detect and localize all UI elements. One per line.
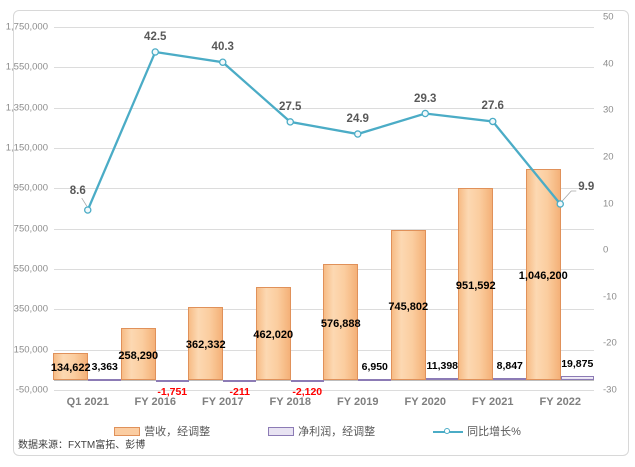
growth-line-label: 24.9 (346, 113, 369, 126)
left-axis-tick-label: 1,350,000 (5, 102, 48, 114)
net-profit-bar-label: 11,398 (426, 359, 459, 372)
revenue-bar (120, 327, 156, 380)
legend-item-net-profit: 净利润，经调整 (268, 423, 375, 439)
right-axis-tick-label: 40 (603, 58, 614, 70)
revenue-bar-label: 134,622 (50, 362, 91, 375)
revenue-bar (53, 352, 89, 380)
revenue-bar (255, 286, 291, 380)
category-label: Q1 2021 (66, 396, 109, 408)
net-profit-bar (560, 375, 594, 380)
left-axis-tick-label: 150,000 (13, 344, 48, 356)
category-label: FY 2021 (472, 396, 514, 408)
left-axis-tick-label: 1,550,000 (5, 61, 48, 73)
bar-orange-swatch-icon (114, 426, 141, 436)
right-axis-tick-label: 0 (603, 244, 609, 256)
left-axis-tick-label: 1,150,000 (5, 142, 48, 154)
right-axis-tick-label: -20 (603, 337, 617, 349)
category-label: FY 2019 (337, 396, 379, 408)
gridline (54, 148, 594, 149)
category-label: FY 2016 (134, 396, 176, 408)
left-axis-tick-label: 1,750,000 (5, 21, 48, 33)
growth-line-label: 27.5 (279, 100, 302, 113)
growth-line-label: 27.6 (481, 100, 504, 113)
growth-line-label: 9.9 (578, 180, 595, 193)
revenue-bar (390, 229, 426, 380)
gridline (54, 27, 594, 28)
net-profit-bar-label: -1,751 (157, 386, 188, 399)
net-profit-bar-label: -2,120 (292, 386, 323, 399)
gridline (54, 107, 594, 109)
growth-line-label: 8.6 (69, 185, 86, 198)
net-profit-bar (155, 379, 189, 382)
line-teal-swatch-icon (433, 427, 464, 436)
revenue-bar-label: 576,888 (320, 317, 361, 330)
left-axis-tick-label: -50,000 (15, 384, 48, 396)
revenue-bar-label: 258,290 (118, 349, 159, 362)
category-label: FY 2020 (404, 396, 446, 408)
net-profit-bar-label: 3,363 (91, 361, 118, 374)
left-axis-tick-label: 950,000 (13, 182, 48, 194)
right-axis-tick-label: 30 (603, 104, 614, 116)
growth-line-label: 29.3 (414, 92, 437, 105)
right-axis-tick-label: -10 (603, 291, 617, 303)
chart-legend: 营收，经调整 净利润，经调整 同比增长% (0, 423, 635, 439)
legend-label-net-profit: 净利润，经调整 (298, 426, 376, 438)
net-profit-bar (290, 379, 324, 382)
net-profit-bar (493, 378, 527, 381)
gridline (54, 228, 594, 230)
legend-item-growth: 同比增长% (433, 423, 521, 439)
net-profit-bar-label: -211 (229, 386, 250, 399)
right-axis-tick-label: -30 (603, 384, 617, 396)
net-profit-bar-label: 19,875 (561, 357, 594, 370)
legend-item-revenue: 营收，经调整 (114, 423, 210, 439)
bar-purple-swatch-icon (268, 426, 295, 436)
net-profit-bar (358, 378, 392, 381)
growth-line-label: 42.5 (144, 30, 167, 43)
revenue-bar-label: 462,020 (253, 329, 294, 342)
revenue-bar-label: 745,802 (388, 300, 429, 313)
left-axis-tick-label: 750,000 (13, 223, 48, 235)
left-axis-tick-label: 350,000 (13, 303, 48, 315)
legend-label-revenue: 营收，经调整 (144, 426, 211, 438)
revenue-bar (188, 306, 224, 380)
category-label: FY 2022 (539, 396, 581, 408)
category-label: FY 2018 (269, 396, 311, 408)
revenue-bar-label: 951,592 (455, 279, 496, 292)
source-note: 数据来源：FXTM富拓、彭博 (18, 440, 146, 451)
right-axis-tick-label: 20 (603, 151, 614, 163)
revenue-bar-label: 362,332 (185, 339, 226, 352)
growth-line-label: 40.3 (211, 41, 234, 54)
gridline (54, 188, 594, 190)
revenue-bar-label: 1,046,200 (518, 270, 568, 283)
revenue-bar (323, 263, 359, 380)
gridline (54, 390, 594, 391)
gridline (54, 67, 594, 69)
net-profit-bar-label: 6,950 (361, 360, 388, 373)
right-axis-tick-label: 10 (603, 198, 614, 209)
net-profit-bar-label: 8,847 (496, 360, 523, 373)
category-label: FY 2017 (202, 396, 244, 408)
right-axis-tick-label: 50 (603, 11, 614, 23)
net-profit-bar (88, 379, 122, 382)
net-profit-bar (425, 377, 459, 380)
net-profit-bar (223, 379, 257, 382)
left-axis-tick-label: 550,000 (13, 263, 48, 275)
legend-label-growth: 同比增长% (467, 426, 521, 438)
x-axis-line (54, 379, 594, 381)
